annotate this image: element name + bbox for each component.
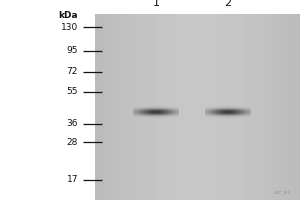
Text: abt_ws: abt_ws bbox=[274, 190, 291, 195]
Text: kDa: kDa bbox=[58, 11, 78, 20]
Text: 95: 95 bbox=[67, 46, 78, 55]
Text: 130: 130 bbox=[61, 23, 78, 32]
Text: 2: 2 bbox=[224, 0, 232, 8]
Text: 17: 17 bbox=[67, 175, 78, 184]
Text: 55: 55 bbox=[67, 87, 78, 96]
Text: 72: 72 bbox=[67, 67, 78, 76]
Text: 36: 36 bbox=[67, 119, 78, 128]
Text: 28: 28 bbox=[67, 138, 78, 147]
Text: 1: 1 bbox=[152, 0, 160, 8]
